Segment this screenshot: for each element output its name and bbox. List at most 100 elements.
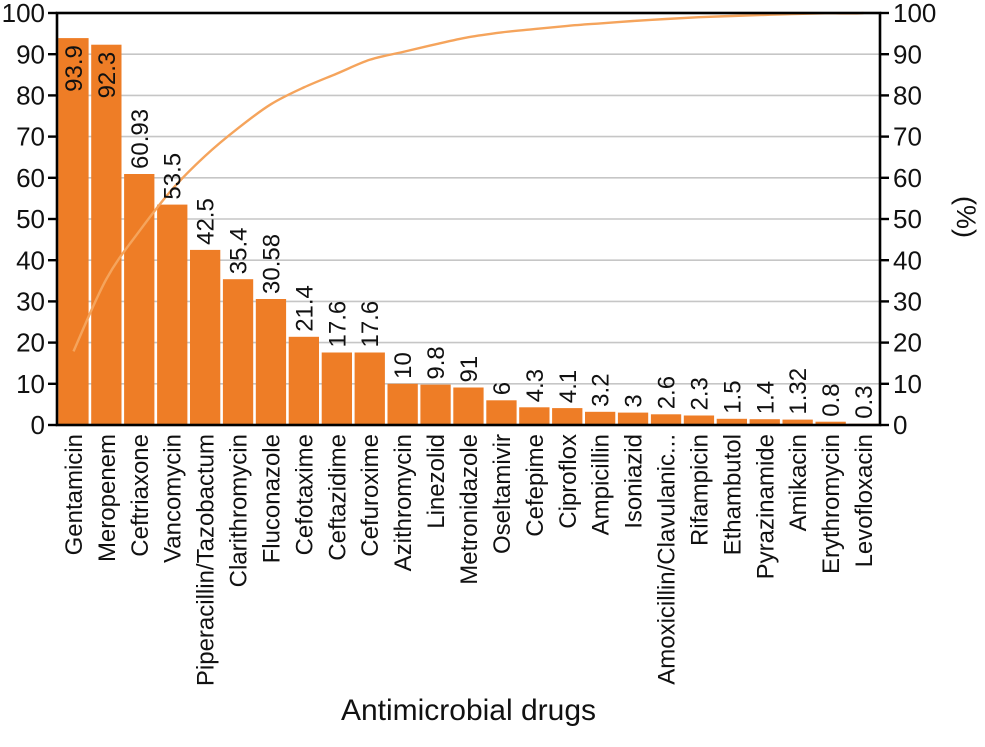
bar: [420, 384, 451, 425]
y-axis-tick-label: 90: [16, 39, 45, 69]
x-category-label: Cefepime: [522, 434, 549, 537]
y-axes: 0 0 10 10 20 20 30 30 40 40 50 50 60 60 70 70 80 80 90 90 10…: [2, 0, 937, 440]
bar-value-label: 2.3: [686, 377, 713, 410]
y2-axis-tick-label: 30: [893, 287, 922, 317]
bar: [387, 383, 418, 425]
x-category-label: Clarithromycin: [226, 434, 253, 587]
bar-value-label: 21.4: [291, 285, 318, 332]
y2-axis-tick-label: 0: [893, 410, 907, 440]
bar-value-label: 17.6: [324, 301, 351, 348]
bar-value-label: 1.5: [719, 380, 746, 413]
bar-value-label: 1.4: [752, 381, 779, 414]
bar-value-label: 42.5: [193, 198, 220, 245]
bars-series: [58, 38, 879, 425]
y-axis-tick-label: 30: [16, 287, 45, 317]
x-category-label: Cefuroxime: [357, 434, 384, 557]
bar: [288, 336, 319, 425]
bar-value-label: 3: [621, 394, 648, 407]
y-axis-tick-label: 50: [16, 204, 45, 234]
x-category-label: Oseltamivir: [489, 434, 516, 554]
x-category-label: Gentamicin: [61, 434, 88, 555]
bar-value-label: 0.3: [851, 385, 878, 418]
y-axis-tick-label: 40: [16, 245, 45, 275]
bar: [255, 299, 287, 425]
bar: [124, 174, 155, 425]
x-category-labels: Gentamicin Meropenem Ceftriaxone Vancomycin…: [61, 434, 878, 686]
bar: [683, 415, 715, 425]
bar-value-label: 35.4: [226, 227, 253, 274]
bar-value-label: 9.8: [423, 346, 450, 379]
x-category-label: Pyrazinamide: [752, 434, 779, 579]
x-category-label: Ethambutol: [719, 434, 746, 555]
y-axis-tick-label: 100: [2, 0, 45, 28]
y-axis-tick-label: 20: [16, 328, 45, 358]
x-category-label: Azithromycin: [390, 434, 417, 571]
bar: [157, 204, 188, 425]
x-category-label: Ceftazidime: [324, 434, 351, 561]
y2-axis-tick-label: 80: [893, 81, 922, 111]
bar: [453, 387, 484, 425]
y2-axis-tick-label: 100: [893, 0, 936, 28]
x-category-label: Ceftriaxone: [127, 434, 154, 557]
bar-value-label: 93.9: [61, 45, 88, 92]
x-category-label: Amoxicillin/Clavulanic...: [654, 434, 681, 685]
y2-axis-tick-label: 90: [893, 39, 922, 69]
y2-axis-tick-label: 70: [893, 122, 922, 152]
y-axis-tick-label: 0: [31, 410, 45, 440]
y2-axis-tick-label: 60: [893, 163, 922, 193]
bar-value-label: 6: [489, 382, 516, 395]
bar: [354, 352, 385, 425]
bar: [190, 249, 221, 425]
bar-value-label: 10: [390, 352, 417, 379]
bar: [321, 352, 352, 425]
y2-axis-tick-label: 50: [893, 204, 922, 234]
x-category-label: Amikacin: [785, 434, 812, 531]
x-category-label: Rifampicin: [686, 434, 713, 546]
bar-value-label: 1.32: [785, 368, 812, 415]
x-category-label: Linezolid: [423, 434, 450, 529]
y2-axis-tick-label: 40: [893, 245, 922, 275]
x-category-label: Metronidazole: [456, 434, 483, 585]
bar: [519, 407, 550, 425]
bar: [58, 38, 89, 425]
bar-value-label: 53.5: [160, 153, 187, 200]
x-category-label: Cefotaxime: [291, 434, 318, 555]
x-category-label: Fluconazole: [259, 434, 286, 563]
cumulative-line: [72, 11, 864, 352]
bar-value-label: 4.1: [555, 370, 582, 403]
bar: [617, 412, 649, 425]
bar: [782, 419, 813, 425]
bar: [91, 44, 122, 425]
x-axis-title: Antimicrobial drugs: [340, 694, 597, 727]
bar: [716, 418, 747, 425]
bar: [552, 408, 583, 425]
bar-value-label: 91: [456, 356, 483, 383]
bar: [749, 419, 780, 425]
y2-axis-tick-label: 10: [893, 369, 922, 399]
bar: [222, 279, 254, 425]
x-category-label: Vancomycin: [160, 434, 187, 563]
bar-value-label: 17.6: [357, 301, 384, 348]
bar-value-label: 3.2: [588, 373, 615, 406]
x-category-label: Ampicillin: [588, 434, 615, 535]
x-category-label: Levofloxacin: [851, 434, 878, 567]
bar-value-label: 4.3: [522, 369, 549, 402]
bar-value-label: 2.6: [654, 376, 681, 409]
x-category-label: Piperacillin/Tazobactum: [193, 434, 220, 686]
y-axis-tick-label: 10: [16, 369, 45, 399]
bar: [585, 411, 616, 425]
bar: [486, 400, 517, 425]
y-axis-tick-label: 60: [16, 163, 45, 193]
bar: [650, 414, 682, 425]
right-axis-title: (%): [951, 196, 981, 238]
y2-axis-tick-label: 20: [893, 328, 922, 358]
bar-value-label: 0.8: [818, 383, 845, 416]
x-category-label: Meropenem: [94, 434, 121, 562]
bar-value-label: 92.3: [94, 52, 121, 99]
x-category-label: Erythromycin: [818, 434, 845, 574]
bar-value-label: 30.58: [259, 234, 286, 294]
y-axis-tick-label: 70: [16, 122, 45, 152]
